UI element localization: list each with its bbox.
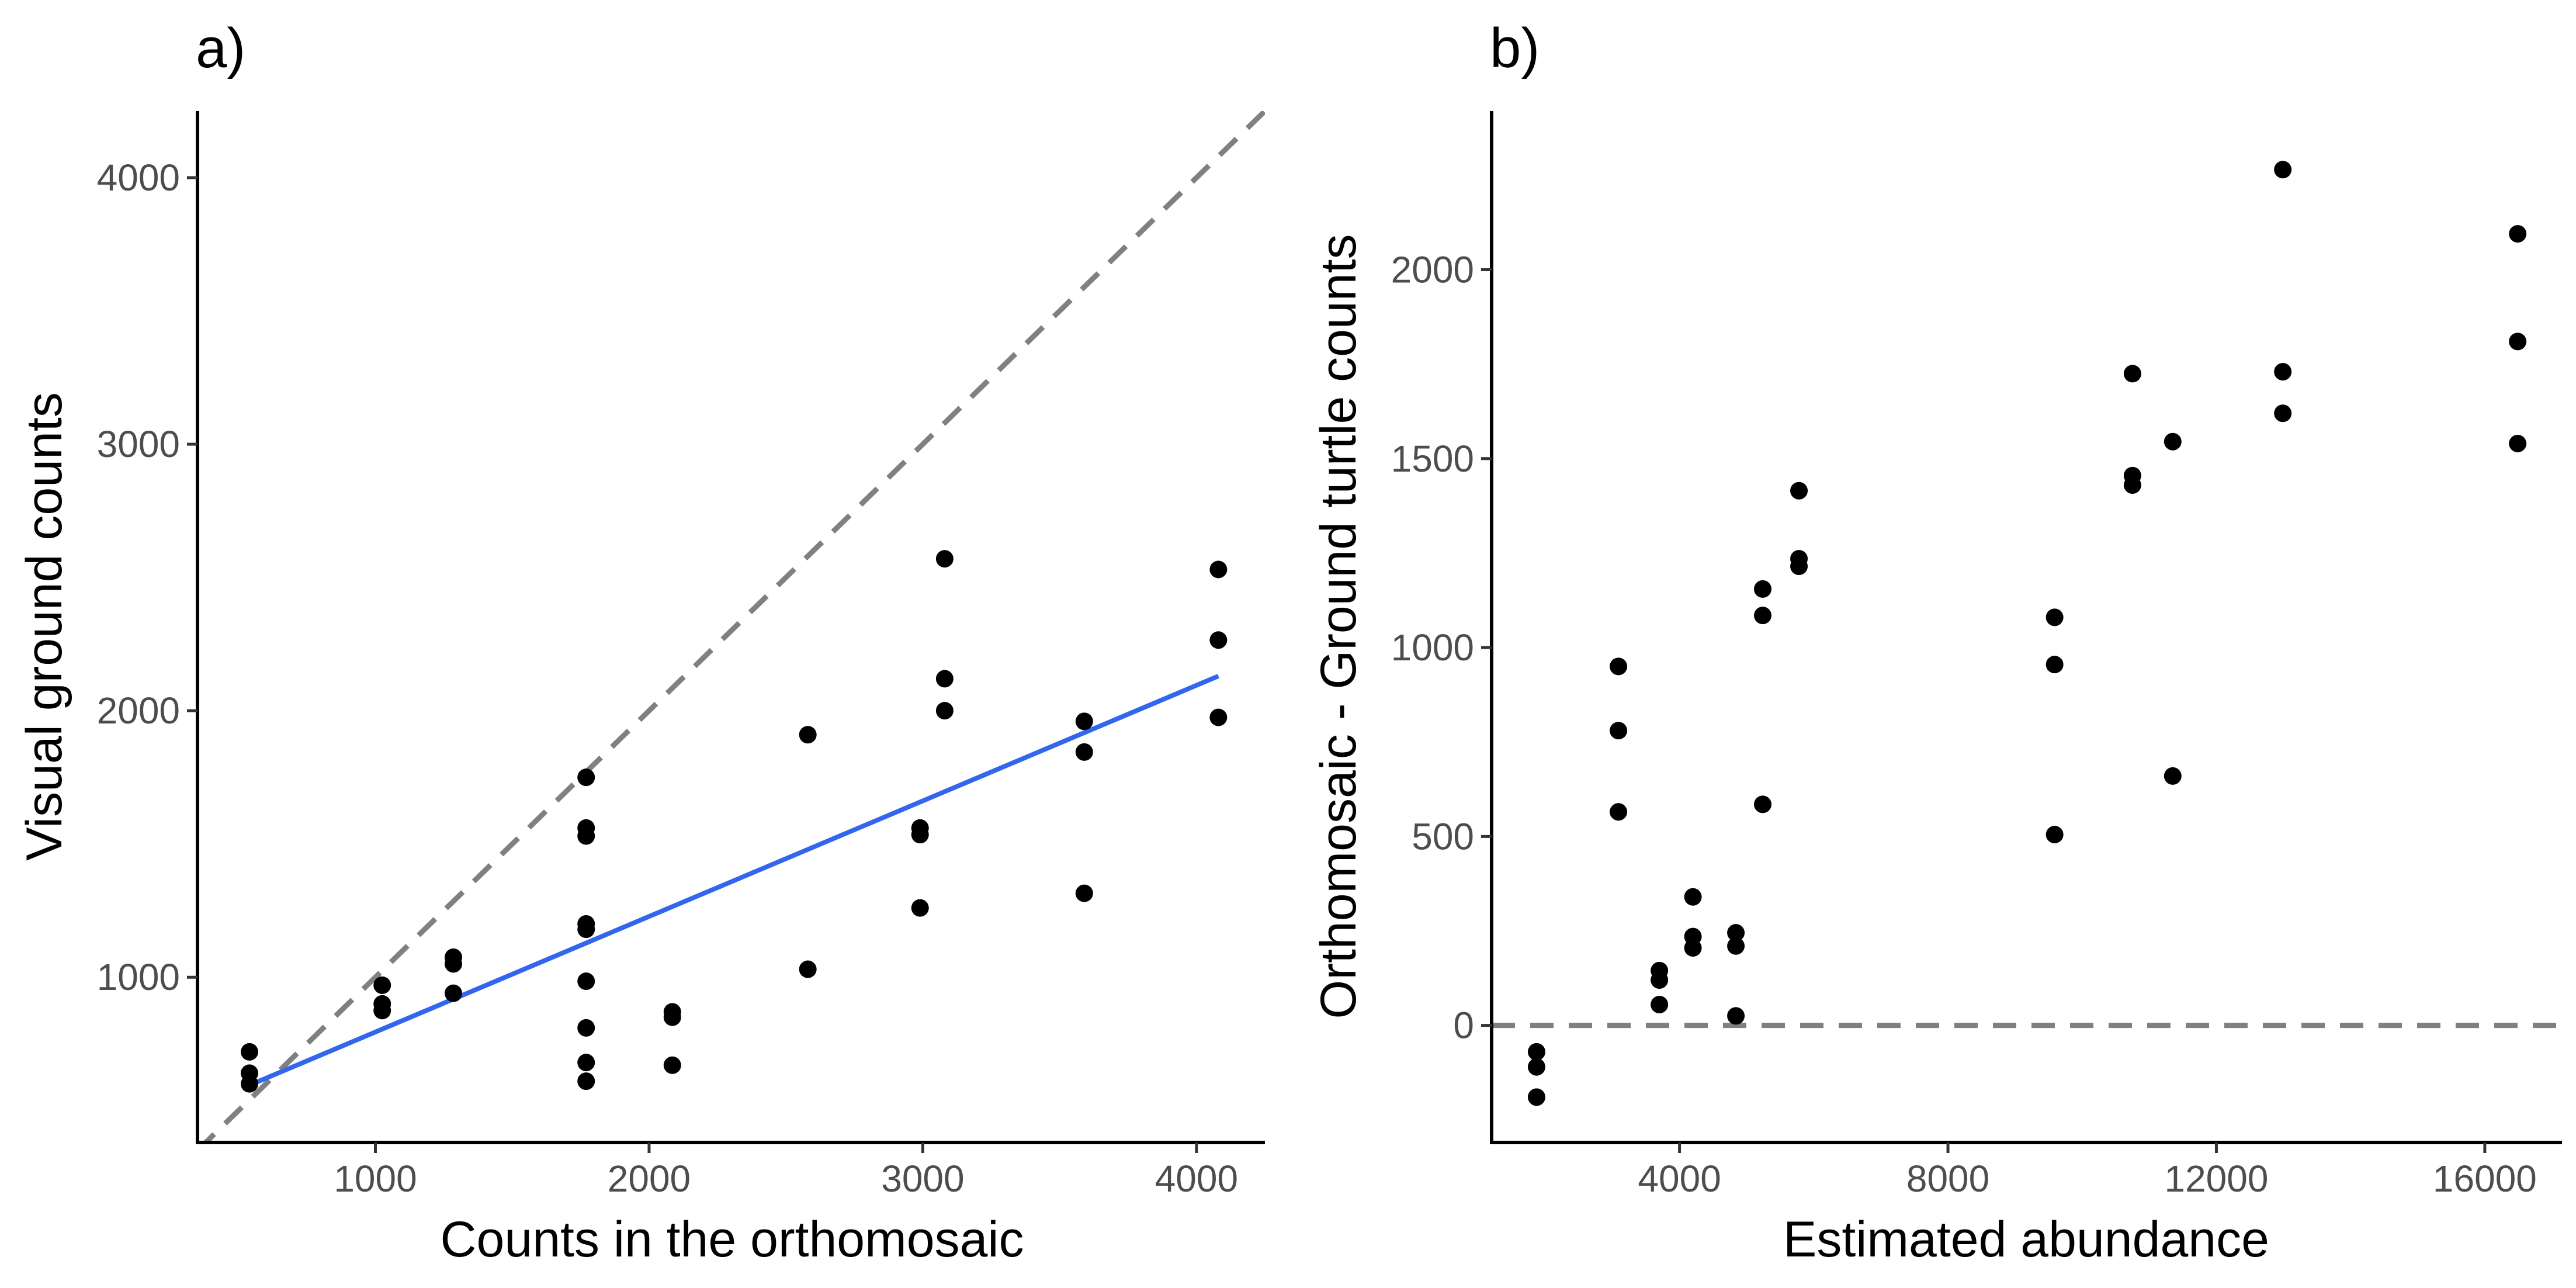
panel-b-point-33 [2509, 333, 2527, 351]
panel-b-point-1 [1527, 1058, 1545, 1076]
panel-b-x-tick-label: 16000 [2433, 1158, 2537, 1200]
panel-a-point-19 [663, 1008, 681, 1026]
panel-a-point-24 [911, 826, 929, 844]
panel-a-point-27 [935, 670, 954, 688]
panel-a-x-axis-title: Counts in the orthomosaic [440, 1211, 1024, 1268]
panel-a-point-20 [663, 1056, 681, 1074]
panel-a-y-tick-label: 3000 [97, 423, 180, 465]
panel-b-y-tick-label: 500 [1412, 815, 1474, 857]
panel-b-point-18 [1790, 482, 1808, 500]
panel-b-x-ticks: 4000 8000 12000 16000 [1638, 1142, 2537, 1200]
panel-a-point-22 [799, 960, 817, 978]
panel-b-point-27 [2164, 432, 2182, 451]
panel-b-point-17 [1754, 795, 1772, 813]
panel-a-point-8 [445, 984, 463, 1002]
panel-a-point-3 [373, 976, 391, 994]
panel-a-y-tick-label: 1000 [97, 956, 180, 998]
panel-b-x-tick-label: 12000 [2164, 1158, 2268, 1200]
panel-a-regression-line [248, 674, 1219, 1088]
panel-a-y-tick-label: 4000 [97, 157, 180, 199]
panel-a-point-15 [577, 1019, 595, 1037]
panel-b-point-8 [1651, 996, 1669, 1014]
panel-b-point-22 [2045, 656, 2064, 674]
panel-a-point-21 [799, 726, 817, 744]
panel-a-point-31 [1075, 884, 1093, 902]
panel-a-y-ticks: 1000 2000 3000 4000 [97, 157, 197, 998]
panel-a-identity-line [202, 111, 1265, 1142]
panel-a-point-9 [577, 768, 595, 787]
panel-a-reference-lines [202, 111, 1265, 1142]
panel-b-x-axis-title: Estimated abundance [1783, 1211, 2269, 1268]
panel-a-point-32 [1209, 560, 1228, 579]
panel-a-point-7 [445, 955, 463, 973]
panel-a: a) 1000 2000 3000 4000 1000 2000 3000 4000 Cou… [16, 17, 1265, 1268]
panel-b-point-34 [2509, 434, 2527, 452]
panel-b-points [1527, 161, 2527, 1106]
panel-a-point-26 [935, 550, 954, 568]
panel-b-point-30 [2274, 363, 2292, 381]
panel-b-point-3 [1610, 657, 1628, 676]
panel-b-point-26 [2123, 476, 2141, 494]
panel-a-point-11 [577, 827, 595, 845]
panel-b-y-tick-label: 0 [1453, 1005, 1474, 1047]
panel-b-point-12 [1727, 924, 1745, 942]
panel-b-x-tick-label: 4000 [1638, 1158, 1721, 1200]
panel-a-point-5 [373, 1002, 391, 1020]
panel-a-point-34 [1209, 708, 1228, 726]
panel-b-point-21 [2045, 608, 2064, 626]
panel-b-y-tick-label: 1000 [1391, 626, 1474, 669]
panel-b-point-4 [1610, 722, 1628, 740]
panel-b-y-tick-label: 1500 [1391, 438, 1474, 480]
panel-a-x-ticks: 1000 2000 3000 4000 [334, 1142, 1238, 1200]
panel-b-x-tick-label: 8000 [1906, 1158, 1989, 1200]
panel-b-label: b) [1490, 17, 1540, 79]
panel-b-y-tick-label: 2000 [1391, 249, 1474, 291]
panel-a-y-tick-label: 2000 [97, 690, 180, 732]
panel-b-point-7 [1651, 971, 1669, 989]
panel-b-y-axis-title: Orthomosaic - Ground turtle counts [1310, 234, 1367, 1019]
panel-a-points [241, 550, 1228, 1093]
panel-a-x-tick-label: 3000 [881, 1158, 964, 1200]
panel-b-point-14 [1727, 1007, 1745, 1025]
panel-b-point-2 [1527, 1088, 1545, 1106]
panel-a-x-tick-label: 4000 [1155, 1158, 1238, 1200]
panel-a-point-17 [577, 1072, 595, 1090]
panel-b-point-15 [1754, 580, 1772, 598]
panel-b-point-16 [1754, 607, 1772, 625]
panel-b-point-28 [2164, 767, 2182, 785]
panel-a-point-28 [935, 702, 954, 720]
panel-b-point-29 [2274, 161, 2292, 179]
panel-b-point-24 [2123, 365, 2141, 383]
panel-b-point-9 [1684, 888, 1702, 906]
panel-a-label: a) [196, 17, 245, 79]
panel-b-point-23 [2045, 826, 2064, 844]
panel-a-point-16 [577, 1054, 595, 1072]
panel-b-point-5 [1610, 803, 1628, 821]
panel-b-point-13 [1727, 937, 1745, 955]
panel-b-point-32 [2509, 225, 2527, 243]
panel-a-point-30 [1075, 743, 1093, 761]
panel-b-point-0 [1527, 1043, 1545, 1061]
panel-b-point-20 [1790, 558, 1808, 576]
panel-a-point-25 [911, 899, 929, 917]
panel-b-point-31 [2274, 404, 2292, 423]
panel-a-point-2 [241, 1075, 259, 1093]
panel-b-y-ticks: 0 500 1000 1500 2000 [1391, 249, 1492, 1047]
panel-a-point-13 [577, 920, 595, 939]
panel-a-y-axis-title: Visual ground counts [16, 392, 72, 861]
panel-a-point-14 [577, 972, 595, 991]
panel-b-point-11 [1684, 939, 1702, 957]
panel-b: b) 4000 8000 12000 16000 0 500 1000 1500 2000 E… [1310, 17, 2562, 1268]
panel-a-x-tick-label: 1000 [334, 1158, 417, 1200]
panel-a-x-tick-label: 2000 [608, 1158, 691, 1200]
panel-a-point-29 [1075, 712, 1093, 730]
panel-a-point-33 [1209, 631, 1228, 649]
panel-a-point-0 [241, 1043, 259, 1061]
